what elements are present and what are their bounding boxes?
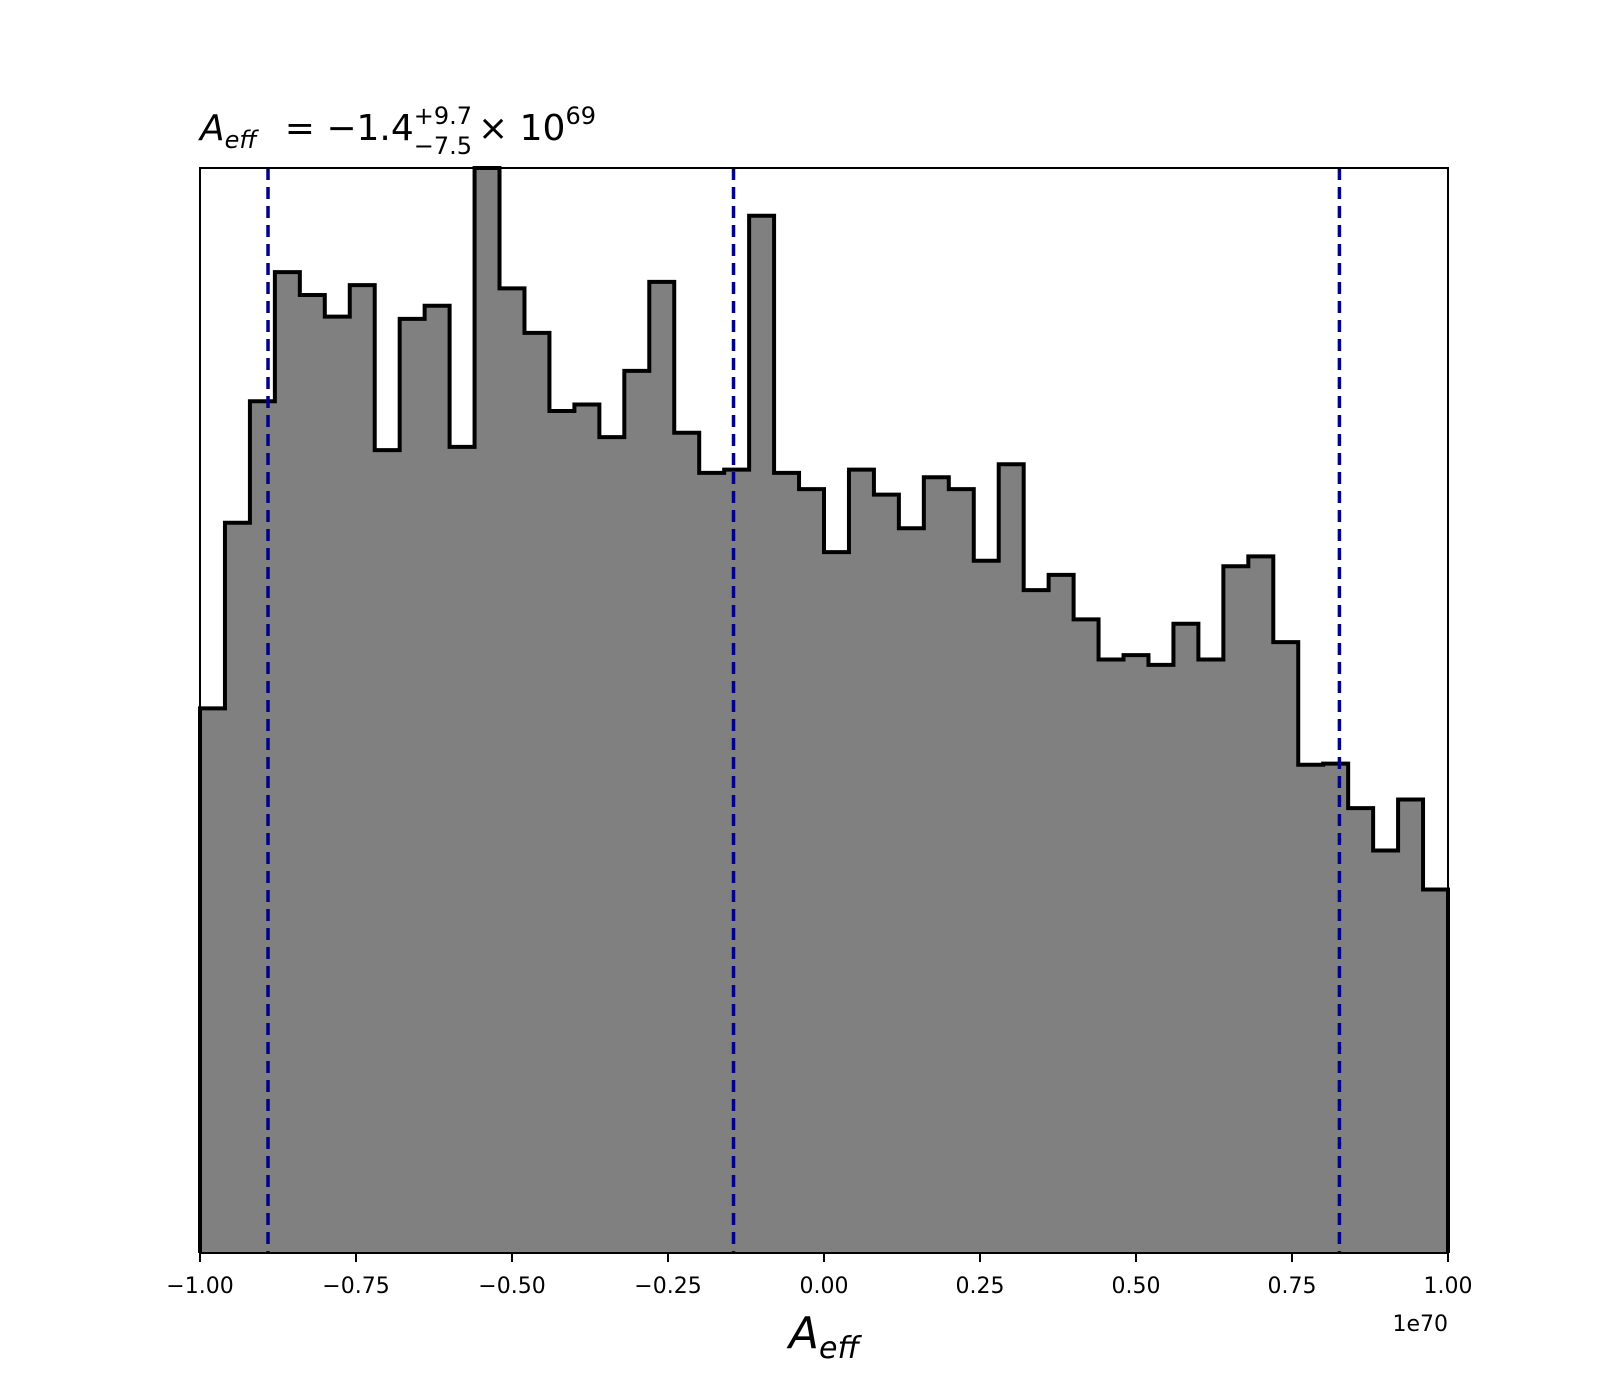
x-tick-label: 0.75 [1268, 1274, 1317, 1299]
histogram-bar [724, 469, 750, 1253]
histogram-bar [898, 528, 925, 1253]
x-axis-label-subscript: eff [819, 1331, 862, 1366]
plot-area [198, 166, 1450, 1254]
histogram-bar [948, 489, 975, 1253]
x-axis-label: Aeff [786, 1308, 863, 1366]
title-exponent: 69 [565, 102, 596, 130]
histogram-bar [799, 489, 825, 1253]
histogram-bar [1373, 850, 1399, 1253]
histogram-bar [599, 437, 625, 1254]
title-symbol-subscript: eff [225, 126, 260, 154]
svg-text:Aeff= −1.4+9.7−7.5× 1069: Aeff = −1.4+9.7 −7.5 × 1069 [198, 102, 596, 160]
histogram-bar [774, 472, 800, 1253]
x-tick-label: 0.50 [1112, 1274, 1161, 1299]
histogram-bar [1048, 574, 1075, 1253]
histogram-bar [1248, 556, 1274, 1253]
histogram-bar [474, 168, 501, 1253]
histogram-bar [699, 472, 725, 1253]
histogram-bar [674, 432, 700, 1253]
histogram-bar [1348, 808, 1374, 1253]
histogram-bar [624, 370, 650, 1253]
histogram-bar [1398, 799, 1424, 1253]
histogram-bar [399, 318, 426, 1253]
title-value: = −1.4 [285, 108, 414, 149]
x-tick-label: −0.50 [478, 1274, 545, 1299]
x-axis-label-symbol: A [786, 1308, 819, 1359]
histogram-bar [1148, 664, 1175, 1253]
x-tick-label: −0.25 [634, 1274, 701, 1299]
histogram-bar [873, 494, 900, 1254]
title-lower-error: −7.5 [414, 132, 472, 160]
histogram-bar [549, 411, 575, 1253]
x-tick-label: −0.75 [322, 1274, 389, 1299]
x-tick-label: −1.00 [166, 1274, 233, 1299]
histogram-bar [649, 281, 675, 1253]
histogram-bar [1223, 566, 1249, 1253]
histogram-bar [249, 401, 276, 1253]
histogram-bar [1173, 623, 1199, 1253]
histogram-bar [1098, 659, 1125, 1253]
histogram-bar [1198, 659, 1224, 1253]
histogram-bar [224, 522, 251, 1253]
histogram-bar [349, 285, 376, 1253]
histogram-bar [524, 332, 551, 1253]
histogram-bar [1298, 764, 1324, 1253]
histogram-bar [1423, 889, 1449, 1253]
histogram-bar [1323, 763, 1349, 1253]
histogram-bar [449, 446, 476, 1254]
title-upper-error: +9.7 [414, 102, 472, 130]
histogram-step-outline [198, 166, 1450, 1253]
histogram-bar [1123, 655, 1150, 1253]
histogram-bar [324, 316, 351, 1253]
histogram-bar [824, 552, 850, 1253]
histogram-bar [200, 708, 226, 1253]
x-offset-label: 1e70 [1392, 1312, 1448, 1337]
title: Aeff = −1.4+9.7 −7.5 × 1069 [198, 102, 596, 160]
histogram-bar [923, 477, 950, 1254]
histogram-bar [1073, 619, 1100, 1253]
histogram-bar [299, 294, 326, 1253]
histogram-bar [1273, 642, 1299, 1253]
histogram-bar [749, 215, 775, 1254]
title-symbol: A [198, 108, 225, 149]
title-times: × 10 [478, 108, 565, 149]
x-tick-label: 1.00 [1424, 1274, 1473, 1299]
histogram-bar [424, 305, 451, 1253]
histogram-bar [274, 272, 301, 1253]
histogram-bar [998, 464, 1025, 1254]
histogram-bar [574, 404, 600, 1253]
x-tick-label: 0.00 [800, 1274, 849, 1299]
histogram-bar [1023, 590, 1050, 1253]
histogram-bar [973, 560, 1000, 1253]
x-tick-label: 0.25 [956, 1274, 1005, 1299]
x-axis: −1.00 −0.75 −0.50 −0.25 0.00 0.25 0.50 0.75 1.00 [166, 1253, 1472, 1299]
histogram-bar [848, 469, 875, 1253]
histogram-bar [374, 450, 401, 1254]
histogram-bar [499, 288, 526, 1253]
